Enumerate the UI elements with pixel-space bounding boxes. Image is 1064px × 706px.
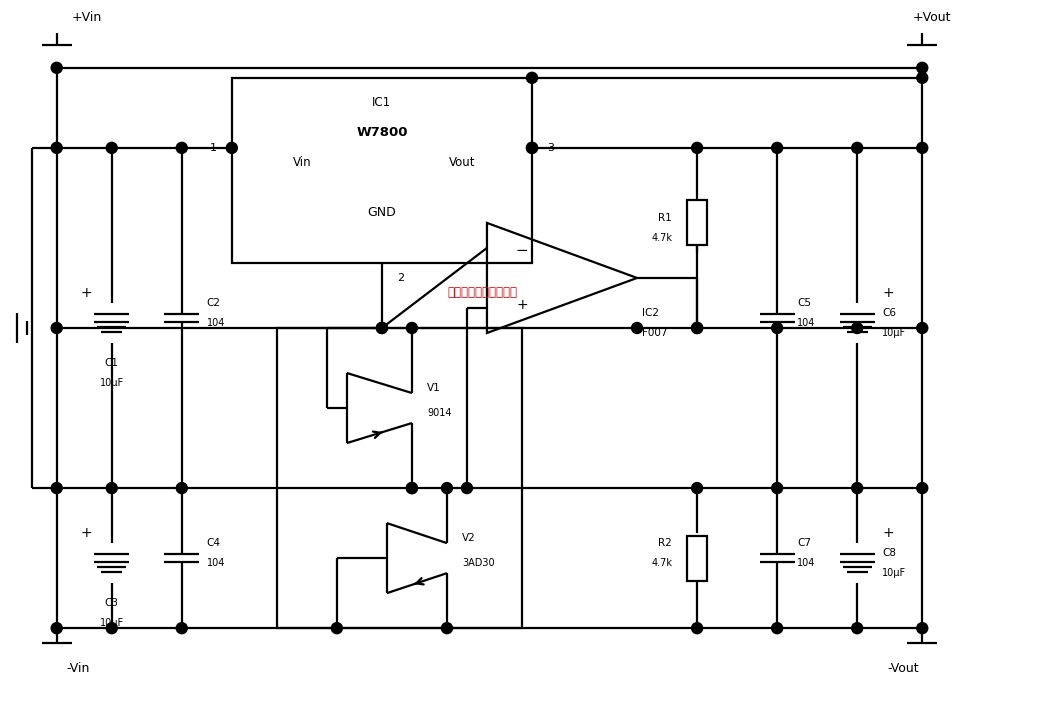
Text: +: + bbox=[81, 526, 93, 540]
Circle shape bbox=[177, 143, 187, 153]
Circle shape bbox=[692, 623, 702, 634]
Text: 10μF: 10μF bbox=[100, 378, 123, 388]
Circle shape bbox=[917, 143, 928, 153]
Text: 10μF: 10μF bbox=[100, 618, 123, 628]
Text: 10μF: 10μF bbox=[882, 328, 907, 338]
Circle shape bbox=[406, 483, 417, 493]
Text: -Vin: -Vin bbox=[67, 662, 90, 675]
Circle shape bbox=[771, 323, 783, 333]
Circle shape bbox=[106, 483, 117, 493]
Text: R2: R2 bbox=[659, 538, 672, 548]
Text: C1: C1 bbox=[104, 358, 119, 368]
Circle shape bbox=[692, 323, 702, 333]
Text: 9014: 9014 bbox=[427, 408, 451, 418]
Circle shape bbox=[51, 62, 62, 73]
Text: C6: C6 bbox=[882, 308, 896, 318]
Circle shape bbox=[177, 623, 187, 634]
Text: Vout: Vout bbox=[449, 157, 476, 169]
Circle shape bbox=[692, 143, 702, 153]
Circle shape bbox=[527, 143, 537, 153]
Text: 104: 104 bbox=[206, 318, 226, 328]
Circle shape bbox=[51, 143, 62, 153]
Text: C3: C3 bbox=[104, 598, 119, 608]
Circle shape bbox=[771, 143, 783, 153]
Text: 104: 104 bbox=[797, 558, 815, 568]
Text: 104: 104 bbox=[206, 558, 226, 568]
Circle shape bbox=[692, 483, 702, 493]
Text: C2: C2 bbox=[206, 298, 221, 308]
Text: 3AD30: 3AD30 bbox=[462, 558, 495, 568]
Circle shape bbox=[51, 323, 62, 333]
Circle shape bbox=[771, 483, 783, 493]
Circle shape bbox=[527, 72, 537, 83]
Text: −: − bbox=[516, 244, 529, 258]
Circle shape bbox=[462, 483, 472, 493]
Circle shape bbox=[442, 623, 452, 634]
Text: C4: C4 bbox=[206, 538, 221, 548]
Circle shape bbox=[917, 323, 928, 333]
Text: C8: C8 bbox=[882, 548, 896, 558]
Text: 4.7k: 4.7k bbox=[651, 558, 672, 568]
Circle shape bbox=[917, 483, 928, 493]
Circle shape bbox=[771, 623, 783, 634]
Text: 10μF: 10μF bbox=[882, 568, 907, 578]
Text: +Vin: +Vin bbox=[71, 11, 102, 24]
Circle shape bbox=[106, 623, 117, 634]
Circle shape bbox=[331, 623, 343, 634]
Circle shape bbox=[917, 62, 928, 73]
Text: R1: R1 bbox=[659, 213, 672, 223]
Text: Vin: Vin bbox=[293, 157, 311, 169]
Bar bbox=[232, 78, 532, 263]
Text: +: + bbox=[882, 526, 894, 540]
Text: V2: V2 bbox=[462, 533, 476, 543]
Circle shape bbox=[632, 323, 643, 333]
Circle shape bbox=[227, 143, 237, 153]
Circle shape bbox=[442, 483, 452, 493]
Text: IC2: IC2 bbox=[642, 308, 659, 318]
Circle shape bbox=[851, 483, 863, 493]
Text: +: + bbox=[882, 286, 894, 300]
Text: 4.7k: 4.7k bbox=[651, 233, 672, 243]
Text: IC1: IC1 bbox=[372, 96, 392, 109]
Circle shape bbox=[51, 483, 62, 493]
Circle shape bbox=[851, 623, 863, 634]
Circle shape bbox=[692, 323, 702, 333]
Text: V1: V1 bbox=[427, 383, 440, 393]
Bar bbox=[687, 536, 708, 580]
Text: F007: F007 bbox=[642, 328, 667, 338]
Circle shape bbox=[917, 623, 928, 634]
Bar bbox=[687, 201, 708, 246]
Text: -Vout: -Vout bbox=[887, 662, 919, 675]
Circle shape bbox=[851, 143, 863, 153]
Text: +: + bbox=[81, 286, 93, 300]
Text: +Vout: +Vout bbox=[912, 11, 951, 24]
Circle shape bbox=[177, 483, 187, 493]
Circle shape bbox=[406, 483, 417, 493]
Text: C5: C5 bbox=[797, 298, 811, 308]
Text: C7: C7 bbox=[797, 538, 811, 548]
Circle shape bbox=[851, 323, 863, 333]
Circle shape bbox=[106, 143, 117, 153]
Text: 2: 2 bbox=[397, 273, 404, 283]
Text: 104: 104 bbox=[797, 318, 815, 328]
Text: +: + bbox=[516, 298, 528, 312]
Text: GND: GND bbox=[367, 206, 396, 220]
Text: 1: 1 bbox=[210, 143, 217, 153]
Circle shape bbox=[527, 143, 537, 153]
Text: 杭州将睽科技有限公司: 杭州将睽科技有限公司 bbox=[447, 287, 517, 299]
Circle shape bbox=[377, 323, 387, 333]
Circle shape bbox=[377, 323, 387, 333]
Circle shape bbox=[917, 72, 928, 83]
Circle shape bbox=[406, 323, 417, 333]
Bar bbox=[277, 328, 522, 628]
Circle shape bbox=[51, 623, 62, 634]
Text: W7800: W7800 bbox=[356, 126, 408, 139]
Text: 3: 3 bbox=[547, 143, 554, 153]
